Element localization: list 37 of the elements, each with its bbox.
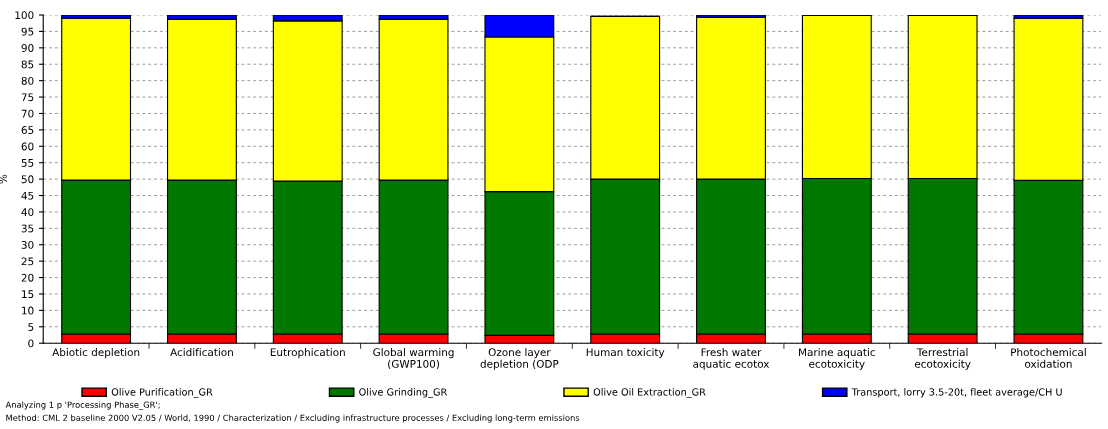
y-tick-label: 15 — [22, 290, 34, 299]
text: Analyzing 1 p 'Processing Phase_GR'; — [5, 401, 160, 410]
x-tick-label: Eutrophication — [270, 348, 345, 359]
y-tick-label: 95 — [21, 27, 34, 36]
y-tick-label: 100 — [15, 11, 34, 20]
x-tick-label: Fresh water aquatic ecotox — [693, 348, 770, 370]
y-tick-label: 90 — [21, 44, 34, 52]
x-tick-label: Photochemical oxidation — [1011, 348, 1086, 368]
legend-label: Olive Purification_GR — [111, 388, 213, 398]
y-tick-label: 35 — [21, 224, 34, 233]
text: Method: CML 2 baseline 2000 V2.05 / World, 1990 / Characterization / Excluding infrastructure processes / Excluding long-term emissions — [6, 414, 580, 423]
y-tick-label: 40 — [21, 208, 34, 217]
y-tick-label: 80 — [21, 76, 34, 85]
y-tick-label: 10 — [22, 306, 34, 315]
y-tick-label: 65 — [21, 126, 34, 134]
y-tick-label: 85 — [21, 60, 34, 69]
x-tick-label: Marine aquatic ecotoxicity — [799, 348, 875, 370]
y-tick-label: 55 — [21, 159, 34, 167]
x-tick-label: Abiotic depletion — [52, 348, 140, 359]
x-tick-label: Acidification — [170, 348, 233, 357]
y-tick-label: 60 — [21, 142, 34, 151]
y-tick-label: 25 — [21, 257, 34, 266]
y-tick-label: 70 — [21, 109, 34, 118]
legend-label: Olive Grinding_GR — [359, 388, 447, 398]
y-tick-label: 0 — [28, 339, 34, 348]
legend-label: Transport, lorry 3.5-20t, fleet average/CH U — [851, 388, 1062, 398]
x-tick-label: Global warming (GWP100) — [373, 348, 454, 370]
y-tick-label: 50 — [21, 175, 34, 184]
y-tick-label: 5 — [28, 323, 34, 331]
x-tick-label: Terrestrial ecotoxicity — [914, 348, 971, 370]
y-tick-label: 20 — [21, 273, 34, 282]
y-tick-label: 45 — [21, 191, 34, 200]
x-tick-label: Human toxicity — [586, 348, 665, 359]
y-tick-label: 75 — [21, 93, 34, 102]
x-tick-label: Ozone layer depletion (ODP — [480, 348, 559, 370]
y-tick-label: 30 — [21, 240, 34, 249]
legend-label: Olive Oil Extraction_GR — [593, 388, 706, 398]
